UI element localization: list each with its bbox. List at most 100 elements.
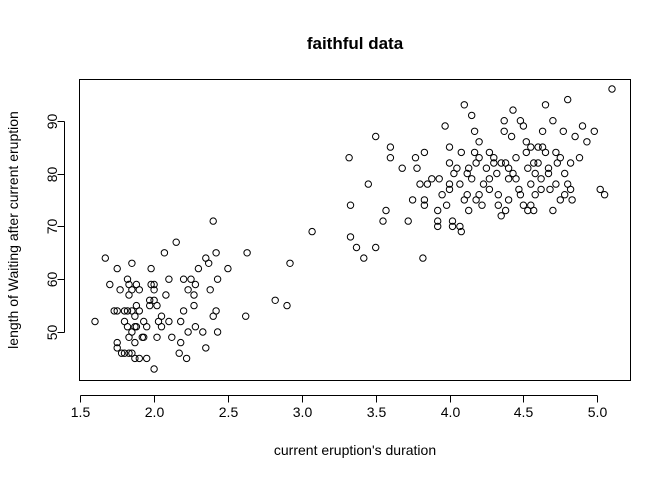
x-axis: 1.5 2.0 2.5 3.0 3.5 4.0 4.5 5.0 [71,395,607,420]
data-point [515,185,523,194]
data-point [135,307,144,315]
data-point [556,154,564,162]
data-point [386,143,395,151]
data-point [128,286,136,294]
data-point [175,349,183,357]
data-point [153,333,161,341]
data-point [110,307,118,315]
data-point [485,185,494,194]
x-tick-label: 3.5 [367,404,387,420]
data-point [549,206,557,215]
data-point [438,191,446,199]
data-point [360,254,368,262]
data-point [534,143,542,151]
data-point [537,175,545,183]
data-point [372,243,380,252]
data-point [205,259,213,267]
data-point [379,217,387,225]
data-point [143,354,151,363]
data-point [453,164,461,172]
data-point [468,111,476,120]
data-point [485,148,494,157]
y-tick-label: 60 [44,272,60,288]
data-point [184,286,192,294]
data-point [578,122,587,130]
data-point [194,264,203,273]
data-point [150,280,158,289]
data-point [157,323,166,331]
data-point [162,291,170,299]
data-point [150,286,158,294]
data-point [286,259,294,267]
data-point [531,191,539,199]
data-point [157,312,166,320]
data-point [434,217,442,225]
data-point [143,323,151,331]
data-point [445,185,454,194]
data-point [507,132,516,141]
data-point [497,159,505,167]
data-point [113,344,121,352]
data-point [463,169,471,178]
data-point [470,148,479,157]
data-point [561,169,569,178]
data-point [470,127,479,136]
data-point [184,328,192,336]
data-point [187,275,195,283]
data-point [382,206,390,215]
data-point [101,254,110,262]
data-point [500,117,508,125]
x-tick-label: 2.5 [219,404,239,420]
data-point [116,286,124,294]
data-point [404,217,412,225]
data-point [549,117,557,125]
data-point [364,180,372,188]
data-point [420,148,429,157]
data-point [123,275,132,283]
data-point [212,307,220,315]
data-point [608,85,616,93]
data-point [209,217,217,225]
data-point [552,180,560,188]
data-point [509,106,517,114]
y-tick-label: 50 [44,325,60,341]
data-point [468,175,476,183]
data-point [190,291,198,299]
data-point [479,180,488,188]
data-point [179,307,188,315]
data-point [434,222,442,231]
data-point [519,122,528,130]
data-point [172,238,180,246]
data-point [146,301,154,310]
data-point [416,180,424,188]
data-point [346,201,355,209]
data-point [590,127,598,136]
data-point [113,307,121,315]
data-point [546,185,554,194]
data-point [128,259,136,267]
data-point [177,317,185,326]
data-point [494,191,502,199]
data-point [135,354,144,363]
data-point [448,222,457,231]
data-point [504,164,513,172]
data-point [352,243,361,252]
data-point [541,101,550,109]
data-point [568,196,576,204]
y-axis: 50 60 70 80 90 [44,114,65,341]
data-point [457,227,465,236]
data-point [117,349,126,357]
data-points [91,85,616,373]
data-point [165,317,173,326]
data-point [125,349,133,357]
data-point [131,338,139,347]
data-point [445,159,454,167]
data-point [544,164,553,172]
data-point [131,323,139,331]
data-point [168,333,176,341]
data-point [575,154,584,162]
data-point [465,164,473,172]
data-point [478,201,486,209]
plot-area-box [79,79,631,381]
